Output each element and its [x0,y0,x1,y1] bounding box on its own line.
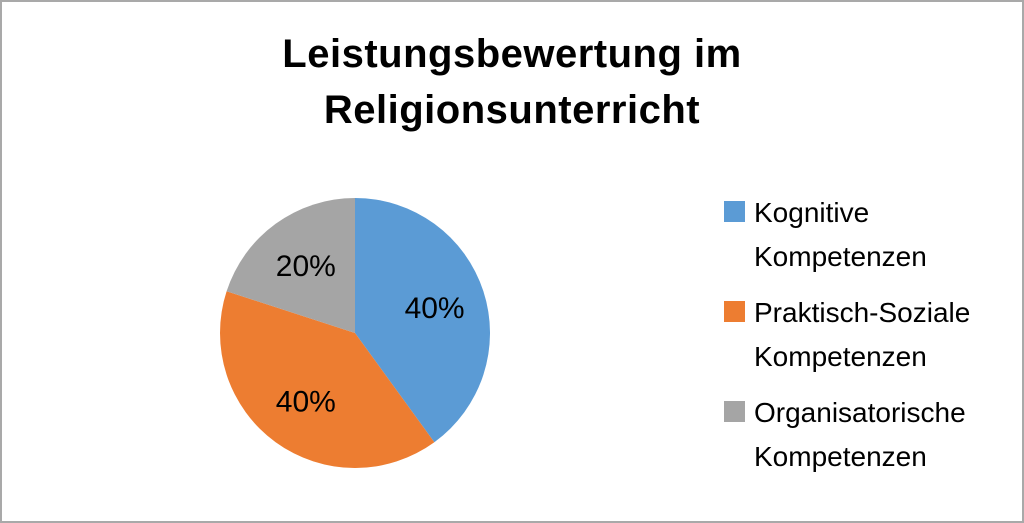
legend-color-swatch-orange-icon [724,301,745,322]
pie-slice-kognitive-kompetenzen [355,198,490,443]
legend-item-label: Praktisch-Soziale Kompetenzen [754,297,971,372]
pie-chart: 40% 40% 20% [220,198,490,468]
pie-slice-value-label: 40% [405,292,465,325]
pie-slice-value-label: 40% [276,386,336,419]
legend-color-swatch-blue-icon [724,201,745,222]
pie-slice-praktisch-soziale-kompetenzen [220,291,435,468]
legend-item-label: Kognitive Kompetenzen [754,197,927,272]
pie-slice-value-label: 20% [276,250,336,283]
legend-item-praktisch-soziale-kompetenzen: Praktisch-Soziale Kompetenzen [724,291,1012,379]
chart-legend: Kognitive Kompetenzen Praktisch-Soziale … [724,191,1012,491]
legend-item-organisatorische-kompetenzen: Organisatorische Kompetenzen [724,391,1012,479]
chart-title: Leistungsbewertung im Religionsunterrich… [282,32,742,132]
legend-item-kognitive-kompetenzen: Kognitive Kompetenzen [724,191,1012,279]
legend-item-label: Organisatorische Kompetenzen [754,397,966,472]
legend-color-swatch-gray-icon [724,401,745,422]
pie-slice-organisatorische-kompetenzen [226,198,355,333]
